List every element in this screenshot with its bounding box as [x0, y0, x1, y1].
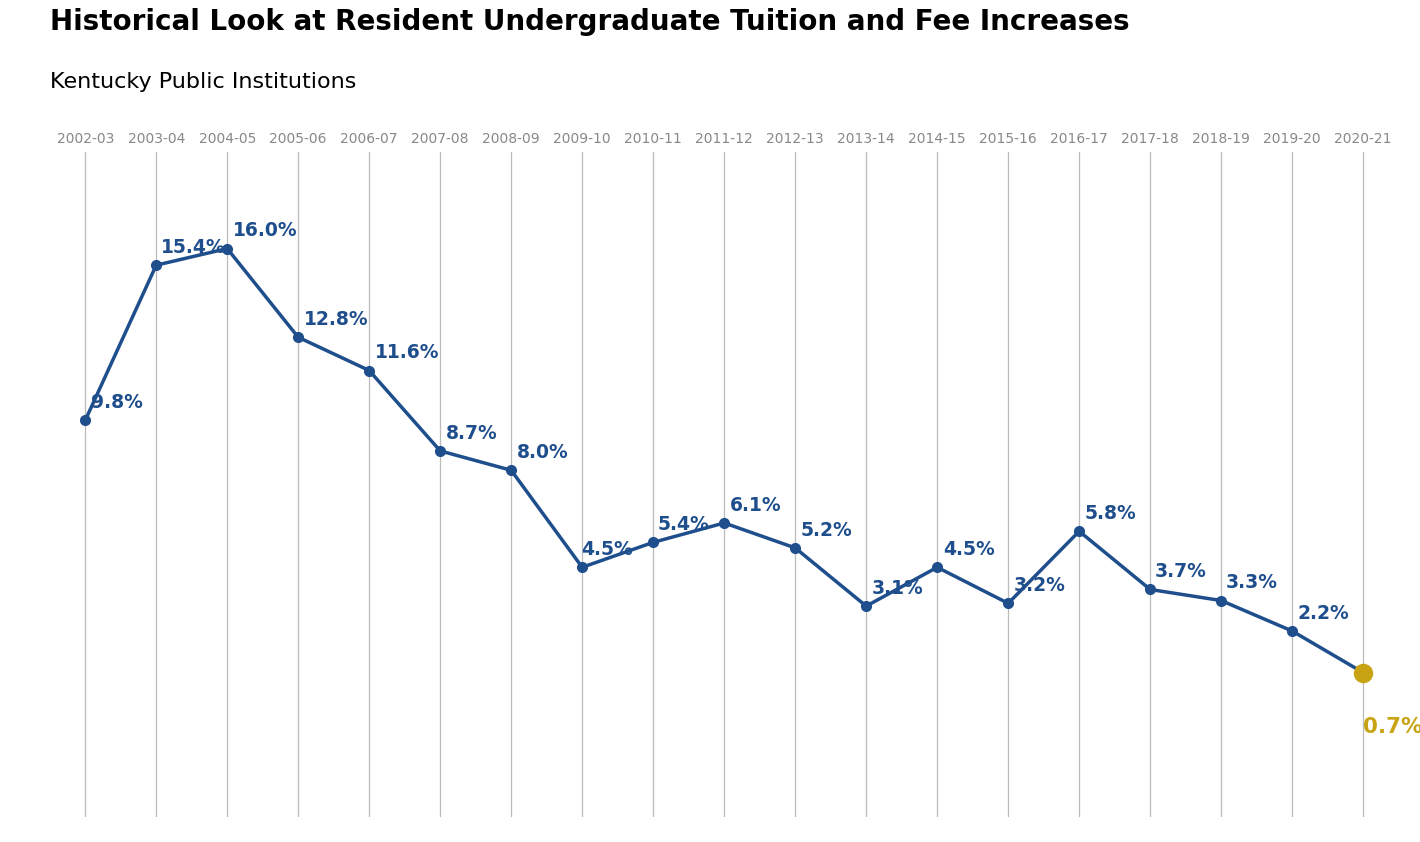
Text: 3.7%: 3.7%: [1154, 562, 1207, 581]
Text: 12.8%: 12.8%: [304, 310, 369, 329]
Text: 0.7%: 0.7%: [1363, 717, 1420, 737]
Text: 6.1%: 6.1%: [730, 496, 781, 514]
Text: 15.4%: 15.4%: [160, 238, 226, 257]
Text: Kentucky Public Institutions: Kentucky Public Institutions: [50, 72, 356, 92]
Text: 11.6%: 11.6%: [375, 344, 439, 362]
Text: 5.8%: 5.8%: [1085, 504, 1136, 523]
Text: Historical Look at Resident Undergraduate Tuition and Fee Increases: Historical Look at Resident Undergraduat…: [50, 8, 1129, 36]
Text: 8.0%: 8.0%: [517, 443, 568, 462]
Text: 9.8%: 9.8%: [91, 393, 143, 412]
Text: 16.0%: 16.0%: [233, 221, 298, 240]
Text: 8.7%: 8.7%: [446, 424, 497, 443]
Text: 5.4%: 5.4%: [657, 515, 709, 534]
Text: 4.5%: 4.5%: [581, 540, 632, 559]
Text: 3.2%: 3.2%: [1014, 576, 1066, 595]
Text: 2.2%: 2.2%: [1298, 604, 1349, 623]
Text: 3.1%: 3.1%: [872, 578, 923, 598]
Text: 4.5%: 4.5%: [943, 540, 994, 559]
Text: 3.3%: 3.3%: [1225, 573, 1278, 592]
Text: 5.2%: 5.2%: [801, 520, 852, 540]
